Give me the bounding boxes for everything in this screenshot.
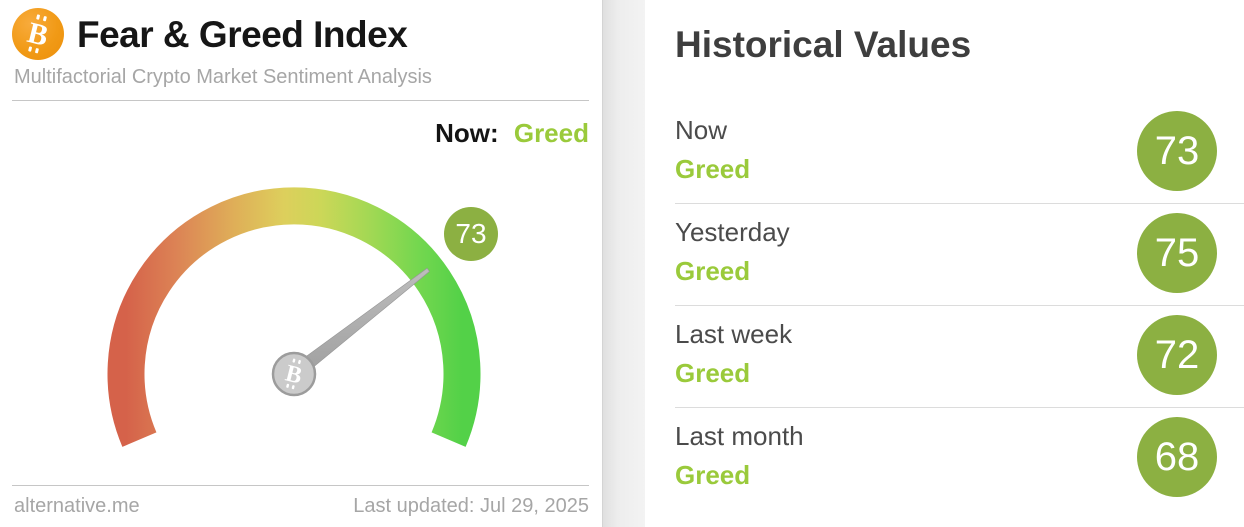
historical-values-title: Historical Values [675, 24, 972, 65]
scrollbar-track[interactable] [602, 0, 645, 527]
history-label: Last week [675, 319, 793, 349]
now-label: Now: [435, 118, 499, 148]
page-title: Fear & Greed Index [77, 14, 408, 55]
history-value-badge: 72 [1137, 315, 1217, 395]
source-link[interactable]: alternative.me [14, 495, 140, 517]
gauge-hub [271, 351, 317, 397]
history-classification: Greed [675, 256, 751, 286]
historical-values-panel: Historical Values Now Greed 73 Yesterday… [645, 0, 1244, 527]
row-divider [675, 203, 1244, 204]
gauge-chart: B [107, 187, 481, 447]
hub-bitcoin-glyph: B [283, 360, 305, 389]
bitcoin-icon: B [12, 8, 64, 60]
bitcoin-glyph: B [24, 16, 51, 53]
history-label: Last month [675, 421, 804, 451]
history-row-now: Now Greed 73 [645, 110, 1244, 212]
history-row-last-week: Last week Greed 72 [645, 314, 1244, 416]
last-updated-text: Last updated: Jul 29, 2025 [353, 495, 589, 517]
row-divider [675, 407, 1244, 408]
history-row-last-month: Last month Greed 68 [645, 416, 1244, 518]
row-divider [675, 305, 1244, 306]
gauge-value-badge: 73 [444, 207, 498, 261]
history-label: Now [675, 115, 728, 145]
now-classification: Greed [513, 118, 589, 148]
history-value-badge: 68 [1137, 417, 1217, 497]
gauge-arc [107, 187, 481, 447]
footer-divider [12, 485, 589, 486]
header-divider [12, 100, 589, 101]
history-row-yesterday: Yesterday Greed 75 [645, 212, 1244, 314]
gauge-card: B Fear & Greed Index Multifactorial Cryp… [0, 0, 602, 527]
history-value-badge: 75 [1137, 213, 1217, 293]
history-classification: Greed [675, 154, 751, 184]
page-subtitle: Multifactorial Crypto Market Sentiment A… [14, 66, 432, 88]
history-label: Yesterday [675, 217, 790, 247]
history-classification: Greed [675, 358, 751, 388]
history-value-badge: 73 [1137, 111, 1217, 191]
history-classification: Greed [675, 460, 751, 490]
current-sentiment: Now: Greed [435, 118, 589, 149]
